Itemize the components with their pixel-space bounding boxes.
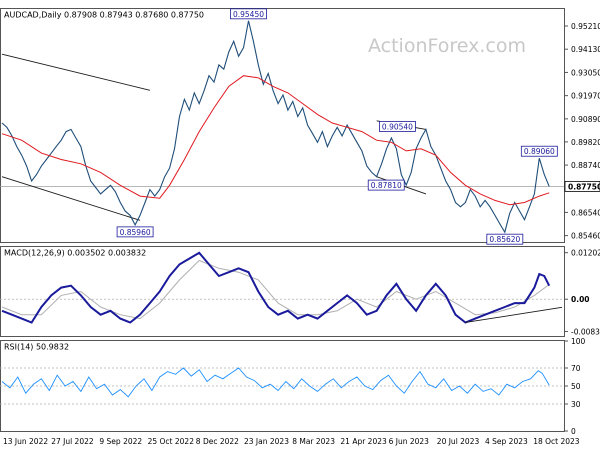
price-y-tick-label: 0.88740 [571,161,600,170]
current-price-label: 0.87750 [568,182,600,191]
rsi-header: RSI(14) 50.9832 [4,343,69,352]
price-annotation-label: 0.87810 [371,181,402,190]
macd-line [1,251,551,324]
x-axis-tick-label: 8 Mar 2023 [292,437,335,446]
price-plot [0,20,564,234]
price-y-tick-label: 0.95210 [571,22,600,31]
price-y-tick-label: 0.86540 [571,208,600,217]
price-annotation-label: 0.89060 [524,147,555,156]
price-annotation-box [520,145,558,157]
x-axis-tick-label: 9 Sep 2022 [99,437,142,446]
macd-signal-line [1,259,550,320]
price-annotation-box [486,233,524,245]
price-trend-line [1,176,141,221]
x-axis-tick-label: 13 Jun 2022 [3,437,48,446]
x-axis-tick-label: 21 Apr 2023 [340,437,387,446]
macd-y-tick-label: -0.008331 [571,327,600,336]
x-axis-tick-label: 25 Oct 2022 [148,437,195,446]
x-axis-tick-label: 6 Jun 2023 [389,437,430,446]
x-axis-tick-label: 4 Sep 2023 [485,437,528,446]
price-annotation-box [379,120,416,132]
price-y-tick-label: 0.89820 [571,138,600,147]
price-y-tick-label: 0.91970 [571,92,600,101]
rsi-y-tick-label: 50 [571,382,581,391]
price-annotation-label: 0.95450 [233,10,264,19]
rsi-y-tick-label: 0 [571,427,576,436]
rsi-line [1,367,550,398]
moving-average-line [1,75,550,206]
price-y-tick-label: 0.90890 [571,115,600,124]
watermark-text: ActionForex.com [368,35,526,57]
rsi-plot [0,367,564,405]
symbol-header: AUDCAD,Daily 0.87908 0.87943 0.87680 0.8… [4,11,204,20]
rsi-y-tick-label: 70 [571,364,581,373]
macd-trend-line [465,306,563,323]
price-annotation-label: 0.85620 [489,235,520,244]
macd-y-tick-label: 0.00 [571,295,590,304]
x-axis-tick-label: 8 Dec 2022 [196,437,239,446]
current-price-box [564,180,600,192]
x-axis-tick-label: 27 Jul 2022 [51,437,94,446]
macd-plot [0,251,564,324]
price-panel-frame [0,8,565,243]
rsi-y-tick-label: 100 [571,337,586,346]
price-annotation-label: 0.85960 [120,228,151,237]
price-y-tick-label: 0.93050 [571,68,600,77]
x-axis-tick-label: 23 Jan 2023 [244,437,289,446]
x-axis-tick-label: 20 Jul 2023 [437,437,480,446]
chart-overlay: 13 Jun 2022 27 Jul 2022 9 Sep 2022 25 Oct 2… [3,8,600,446]
rsi-y-tick-label: 30 [571,400,581,409]
price-y-tick-label: 0.85460 [571,232,600,241]
price-annotation-box [230,8,267,20]
price-annotation-box [367,179,405,191]
macd-header: MACD(12,26,9) 0.003502 0.003832 [4,249,146,258]
macd-y-tick-label: 0.012028 [571,249,600,258]
price-annotation-box [116,226,154,238]
price-y-tick-label: 0.94130 [571,45,600,54]
price-annotation-label: 0.90540 [382,122,413,131]
x-axis-tick-label: 18 Oct 2023 [533,437,580,446]
price-series-line [1,20,550,234]
macd-panel-frame [0,246,565,337]
price-trend-line [1,53,150,91]
